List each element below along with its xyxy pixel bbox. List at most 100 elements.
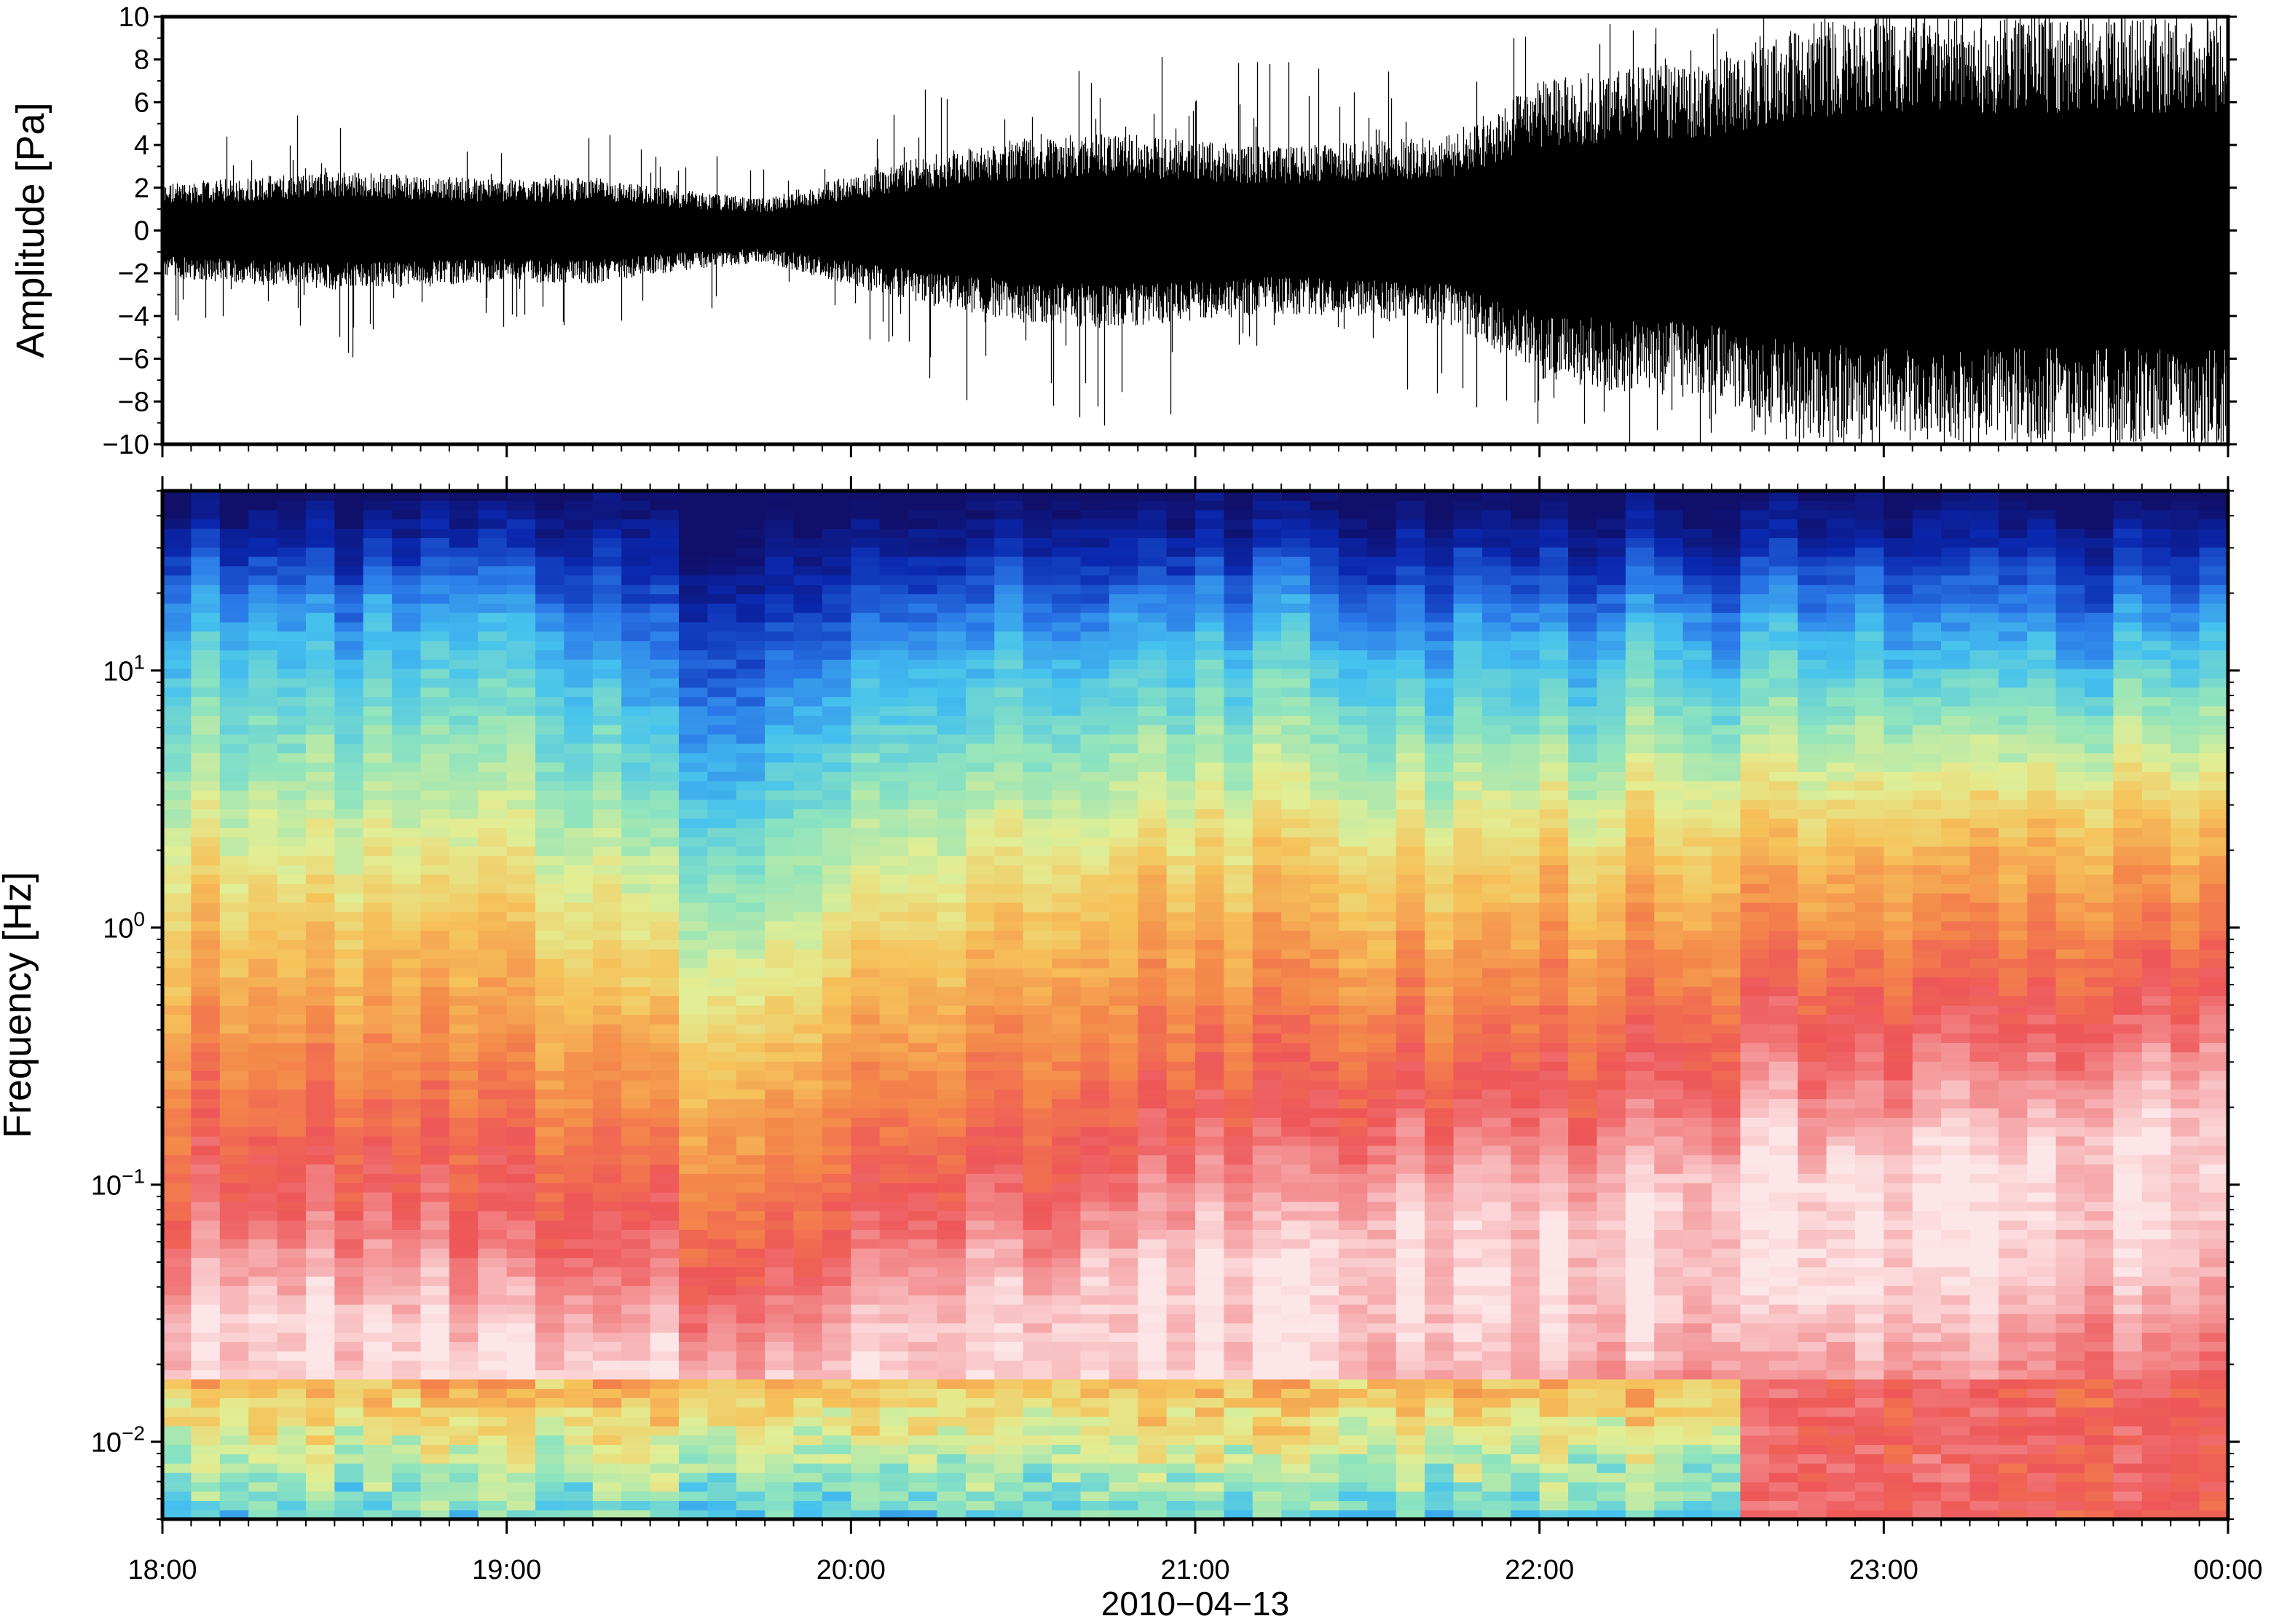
spectrogram-cell <box>162 509 192 520</box>
spectrogram-cell <box>248 958 278 969</box>
spectrogram-cell <box>1310 631 1339 642</box>
spectrogram-cell <box>392 921 422 931</box>
spectrogram-cell <box>1109 845 1139 856</box>
spectrogram-cell <box>1338 1191 1369 1202</box>
spectrogram-cell <box>707 612 737 623</box>
spectrogram-cell <box>592 1323 623 1333</box>
spectrogram-cell <box>965 789 996 800</box>
spectrogram-cell <box>679 575 709 586</box>
spectrogram-cell <box>1281 1454 1311 1464</box>
spectrogram-cell <box>1080 733 1110 744</box>
spectrogram-cell <box>420 603 450 613</box>
spectrogram-cell <box>1224 996 1253 1006</box>
spectrogram-cell <box>277 1462 307 1473</box>
spectrogram-cell <box>1338 883 1369 894</box>
spectrogram-cell <box>478 733 508 744</box>
spectrogram-cell <box>506 1135 536 1146</box>
spectrogram-cell <box>305 1500 336 1510</box>
spectrogram-cell <box>994 659 1024 669</box>
spectrogram-cell <box>1310 1257 1339 1268</box>
spectrogram-cell <box>1310 1500 1339 1510</box>
spectrogram-cell <box>564 1462 594 1473</box>
spectrogram-cell <box>1310 640 1339 651</box>
spectrogram-cell <box>392 1126 422 1137</box>
spectrogram-cell <box>1080 1098 1110 1108</box>
spectrogram-cell <box>420 650 450 660</box>
spectrogram-cell <box>1252 556 1282 567</box>
spectrogram-cell <box>965 930 996 940</box>
spectrogram-cell <box>908 1117 938 1127</box>
spectrogram-cell <box>879 696 909 707</box>
spectrogram-cell <box>621 1454 651 1464</box>
spectrogram-cell <box>191 864 221 875</box>
spectrogram-cell <box>191 640 221 651</box>
spectrogram-cell <box>908 1266 938 1277</box>
spectrogram-cell <box>1195 752 1225 763</box>
spectrogram-cell <box>851 1481 881 1492</box>
spectrogram-cell <box>1224 762 1253 772</box>
spectrogram-cell <box>707 902 737 912</box>
spectrogram-cell <box>1281 715 1311 725</box>
spectrogram-cell <box>1281 1472 1311 1483</box>
spectrogram-cell <box>1052 1182 1082 1193</box>
spectrogram-cell <box>822 519 852 529</box>
spectrogram-cell <box>191 892 221 903</box>
spectrogram-cell <box>908 1135 938 1146</box>
spectrogram-cell <box>191 603 221 613</box>
spectrogram-cell <box>219 706 249 716</box>
spectrogram-cell <box>707 537 737 548</box>
spectrogram-cell <box>334 874 364 884</box>
spectrogram-cell <box>1166 789 1196 800</box>
spectrogram-cell <box>592 911 623 922</box>
spectrogram-cell <box>305 491 336 501</box>
spectrogram-cell <box>334 1266 364 1277</box>
spectrogram-cell <box>650 883 680 894</box>
spectrogram-cell <box>506 1462 536 1473</box>
spectrogram-cell <box>736 1164 765 1174</box>
spectrogram-cell <box>879 677 909 688</box>
spectrogram-cell <box>535 827 565 837</box>
spectrogram-cell <box>650 948 680 959</box>
spectrogram-cell <box>879 659 909 669</box>
spectrogram-cell <box>965 1229 996 1239</box>
spectrogram-cell <box>1109 836 1139 847</box>
spectrogram-cell <box>1109 996 1139 1006</box>
spectrogram-cell <box>679 640 709 651</box>
spectrogram-cell <box>1367 780 1397 791</box>
spectrogram-cell <box>1023 715 1052 725</box>
spectrogram-cell <box>765 1313 795 1324</box>
spectrogram-cell <box>506 1247 536 1258</box>
spectrogram-cell <box>1281 1406 1311 1417</box>
spectrogram-cell <box>1166 733 1196 744</box>
spectrogram-cell <box>449 1462 479 1473</box>
spectrogram-cell <box>1023 1014 1052 1025</box>
spectrogram-cell <box>1310 1444 1339 1454</box>
spectrogram-cell <box>449 1435 479 1446</box>
spectrogram-cell <box>191 1294 221 1305</box>
spectrogram-cell <box>736 1454 765 1464</box>
spectrogram-cell <box>994 808 1024 819</box>
spectrogram-cell <box>1023 836 1052 847</box>
spectrogram-cell <box>736 1220 765 1230</box>
spectrogram-cell <box>449 1117 479 1127</box>
spectrogram-cell <box>191 1220 221 1230</box>
spectrogram-cell <box>707 1005 737 1015</box>
spectrogram-cell <box>650 1191 680 1202</box>
spectrogram-cell <box>392 845 422 856</box>
spectrogram-cell <box>765 556 795 567</box>
spectrogram-cell <box>592 1379 623 1390</box>
spectrogram-cell <box>879 836 909 847</box>
spectrogram-cell <box>506 771 536 781</box>
spectrogram-cell <box>650 827 680 837</box>
spectrogram-cell <box>1396 1079 1425 1090</box>
spectrogram-cell <box>650 1042 680 1052</box>
spectrogram-cell <box>420 491 450 501</box>
spectrogram-cell <box>392 724 422 735</box>
spectrogram-cell <box>879 1191 909 1202</box>
spectrogram-cell <box>1224 1201 1253 1212</box>
spectrogram-cell <box>1166 1388 1196 1398</box>
spectrogram-cell <box>420 836 450 847</box>
spectrogram-cell <box>191 1135 221 1146</box>
spectrogram-cell <box>535 855 565 866</box>
